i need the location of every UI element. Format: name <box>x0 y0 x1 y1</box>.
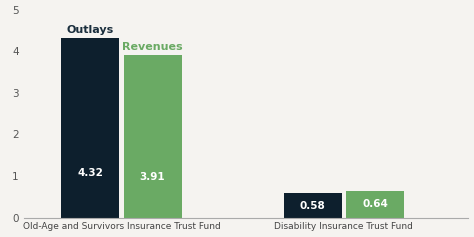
Text: Revenues: Revenues <box>122 42 183 52</box>
Bar <box>62 38 119 218</box>
Text: 0.64: 0.64 <box>362 199 388 209</box>
Bar <box>346 191 404 218</box>
Bar <box>284 193 342 218</box>
Text: 4.32: 4.32 <box>77 168 103 178</box>
Text: 0.58: 0.58 <box>300 201 326 210</box>
Text: 3.91: 3.91 <box>140 172 165 182</box>
Bar <box>124 55 182 218</box>
Text: Outlays: Outlays <box>67 25 114 35</box>
